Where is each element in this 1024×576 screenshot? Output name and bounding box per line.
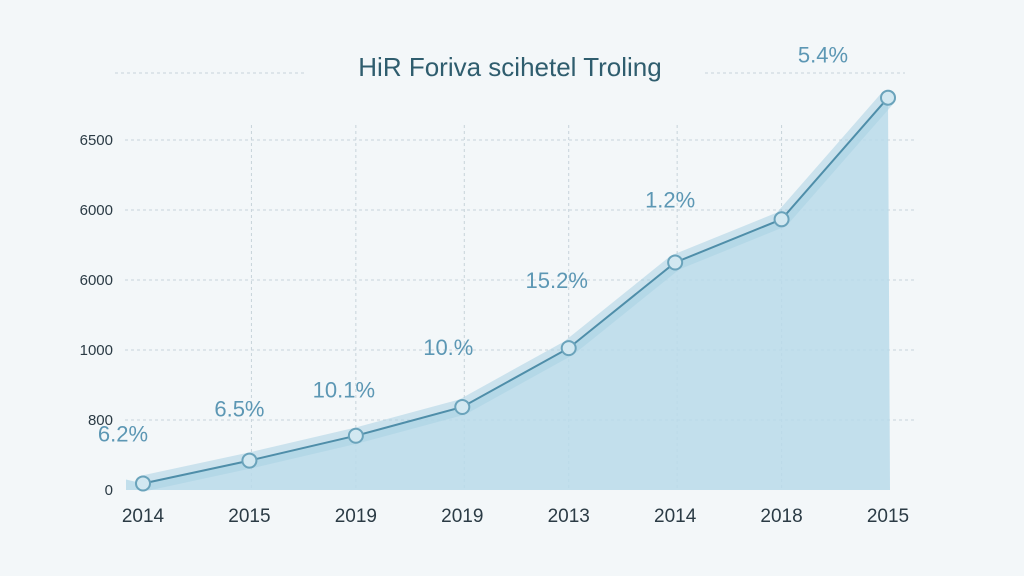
data-label: 10.% <box>423 335 473 360</box>
x-axis: 2014 2015 2019 2019 2013 2014 2018 2015 <box>122 506 909 527</box>
y-axis: 0 800 1000 6000 6000 6500 <box>80 132 113 499</box>
series-line <box>142 97 889 485</box>
data-label: 6.2% <box>98 421 148 446</box>
x-tick-label: 2015 <box>228 506 270 527</box>
data-point <box>347 427 364 444</box>
data-point <box>454 398 471 415</box>
plot-area: 6.2% 6.5% 10.1% 10.% 15.2% 1.2% 5.4% <box>98 43 896 492</box>
x-tick-label: 2018 <box>760 506 802 527</box>
data-label: 1.2% <box>645 187 695 212</box>
y-tick-label: 1000 <box>80 342 113 359</box>
data-point <box>667 254 684 271</box>
data-point <box>880 89 896 106</box>
x-tick-label: 2014 <box>654 506 697 527</box>
data-point <box>560 340 577 357</box>
x-tick-label: 2019 <box>335 506 377 527</box>
data-label: 10.1% <box>313 378 375 403</box>
data-label: 5.4% <box>798 43 848 68</box>
y-tick-label: 0 <box>105 482 113 499</box>
data-point <box>135 475 151 492</box>
x-tick-label: 2013 <box>548 506 590 527</box>
y-tick-label: 6500 <box>80 132 113 149</box>
y-tick-label: 6000 <box>80 202 113 219</box>
y-tick-label: 6000 <box>80 272 113 289</box>
data-point <box>773 211 790 228</box>
x-tick-label: 2019 <box>441 506 483 527</box>
title-group: HiR Foriva scihetel Troling <box>115 52 905 82</box>
chart-title: HiR Foriva scihetel Troling <box>358 52 661 82</box>
x-tick-label: 2015 <box>867 506 909 527</box>
series-area <box>126 97 890 490</box>
data-label: 6.5% <box>214 397 264 422</box>
data-label: 15.2% <box>526 268 588 293</box>
y-tick-label: 800 <box>88 412 113 429</box>
x-tick-label: 2014 <box>122 506 165 527</box>
data-point <box>241 452 258 469</box>
